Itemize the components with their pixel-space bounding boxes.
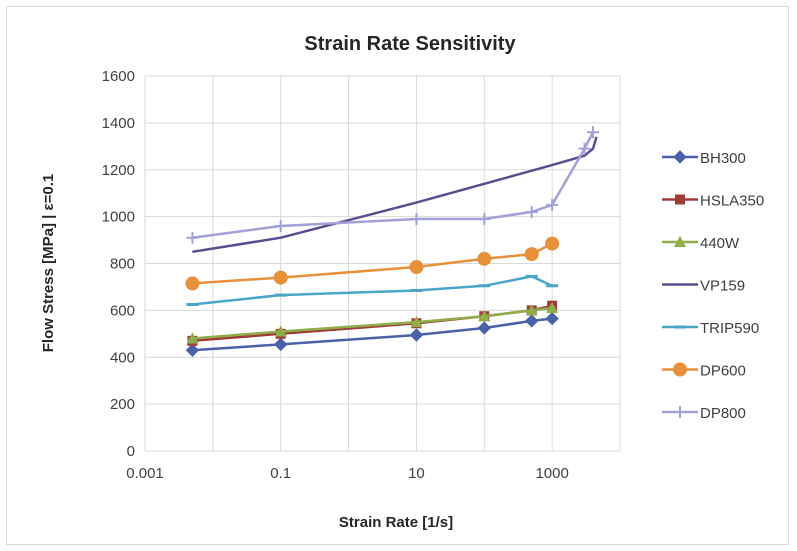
data-point-dp800 (186, 231, 199, 244)
x-tick-label: 0.1 (270, 465, 291, 482)
series-vp159 (192, 136, 598, 254)
y-tick-label: 0 (127, 443, 135, 460)
legend-label: BH300 (700, 150, 746, 167)
y-tick-label: 1000 (102, 209, 135, 226)
series-line-vp159 (192, 136, 598, 254)
legend-label: VP159 (700, 278, 745, 295)
series-group (185, 126, 599, 357)
y-tick-labels: 0 200 400 600 800 1000 1200 1400 1600 (102, 68, 135, 460)
data-point-dp800 (578, 142, 591, 155)
data-point-dp600 (545, 236, 560, 251)
data-point-440w (186, 332, 199, 344)
y-tick-label: 1200 (102, 162, 135, 179)
y-tick-label: 600 (110, 302, 135, 319)
data-point-440w (274, 325, 287, 337)
legend-label: 440W (700, 235, 740, 252)
series-line-440w (192, 306, 553, 340)
legend-label: HSLA350 (700, 193, 764, 210)
legend-label: TRIP590 (700, 320, 759, 337)
x-tick-label: 1000 (535, 465, 568, 482)
x-tick-label: 10 (408, 465, 425, 482)
series-line-dp800 (192, 131, 595, 239)
series-line-hsla350 (192, 304, 553, 343)
x-axis-label: Strain Rate [1/s] (339, 514, 453, 531)
data-point-dp800 (274, 220, 287, 232)
data-point-dp600 (524, 247, 539, 262)
data-point-dp800 (586, 126, 599, 139)
data-point-440w (525, 304, 538, 316)
legend-swatch-marker (675, 194, 685, 205)
data-point-bh300 (545, 311, 559, 326)
data-point-dp800 (410, 212, 423, 225)
y-axis-label: Flow Stress [MPa] | ε=0.1 (40, 174, 57, 352)
data-point-dp800 (546, 198, 559, 211)
series-line-trip590 (192, 275, 553, 306)
y-tick-label: 200 (110, 396, 135, 413)
chart-frame (6, 6, 789, 545)
data-point-bh300 (274, 337, 288, 352)
legend: BH300 HSLA350 440W VP159 TRIP590 DP600 DP800 (662, 150, 764, 422)
x-tick-labels: 0.001 0.1 10 1000 (126, 465, 569, 482)
data-point-440w (410, 316, 423, 328)
legend-label: DP800 (700, 405, 746, 422)
legend-item-dp600: DP600 (662, 362, 746, 380)
data-point-bh300 (409, 328, 424, 342)
series-trip590 (186, 274, 559, 307)
series-dp600 (185, 236, 560, 291)
data-point-dp800 (525, 205, 538, 218)
data-point-bh300 (185, 343, 200, 357)
data-point-bh300 (477, 321, 491, 335)
legend-label: DP600 (700, 363, 746, 380)
y-tick-label: 1600 (102, 68, 135, 85)
series-dp800 (186, 126, 599, 244)
legend-swatch-marker (674, 406, 686, 418)
legend-item-bh300: BH300 (662, 150, 746, 167)
data-point-dp600 (477, 251, 492, 266)
data-point-dp600 (273, 270, 288, 285)
chart-title: Strain Rate Sensitivity (304, 33, 516, 55)
y-tick-label: 800 (110, 256, 135, 273)
legend-swatch-marker (673, 362, 687, 377)
series-440w (186, 302, 559, 344)
series-bh300 (185, 311, 559, 357)
y-tick-label: 1400 (102, 115, 135, 132)
data-point-440w (546, 302, 559, 314)
legend-item-440w: 440W (662, 235, 740, 252)
x-tick-label: 0.001 (126, 465, 164, 482)
gridlines (144, 75, 621, 452)
legend-swatch-marker (673, 150, 687, 164)
legend-item-trip590: TRIP590 (662, 320, 759, 337)
data-point-dp600 (185, 276, 200, 291)
legend-swatch-marker (674, 236, 686, 247)
legend-item-dp800: DP800 (662, 405, 746, 422)
data-point-440w (478, 310, 491, 322)
legend-item-hsla350: HSLA350 (662, 193, 764, 210)
y-tick-label: 400 (110, 349, 135, 366)
data-point-dp600 (409, 260, 424, 275)
data-point-dp800 (478, 212, 491, 225)
legend-item-vp159: VP159 (662, 278, 745, 295)
data-point-bh300 (525, 314, 539, 328)
